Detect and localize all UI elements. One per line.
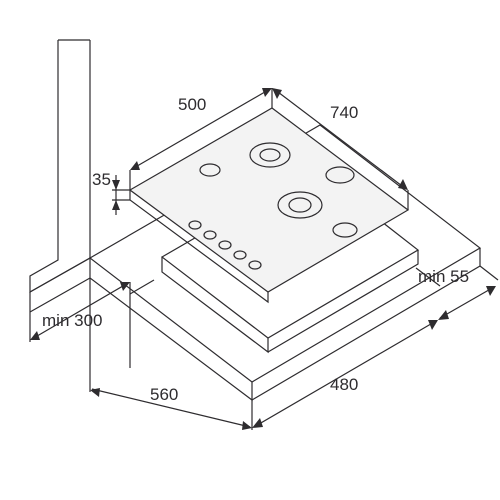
dim-front-clearance: min 300: [30, 280, 154, 342]
dim-hob-height: 35: [92, 170, 130, 215]
wall-panel: [30, 40, 90, 292]
dim-hob-width-label: 740: [330, 103, 358, 122]
dim-hob-depth-label: 500: [178, 95, 206, 114]
dim-side-clearance-label: min 55: [418, 267, 469, 286]
hob-dimensional-diagram: 500 740 35 min 300 560: [0, 0, 500, 500]
hob-plate: [130, 108, 408, 302]
dim-side-clearance: min 55: [418, 266, 498, 320]
dim-cutout-depth-label: 560: [150, 385, 178, 404]
dim-hob-height-label: 35: [92, 170, 111, 189]
dim-front-clearance-label: min 300: [42, 311, 102, 330]
dim-cutout-width-label: 480: [330, 375, 358, 394]
dim-cutout-depth: 560: [90, 278, 252, 430]
